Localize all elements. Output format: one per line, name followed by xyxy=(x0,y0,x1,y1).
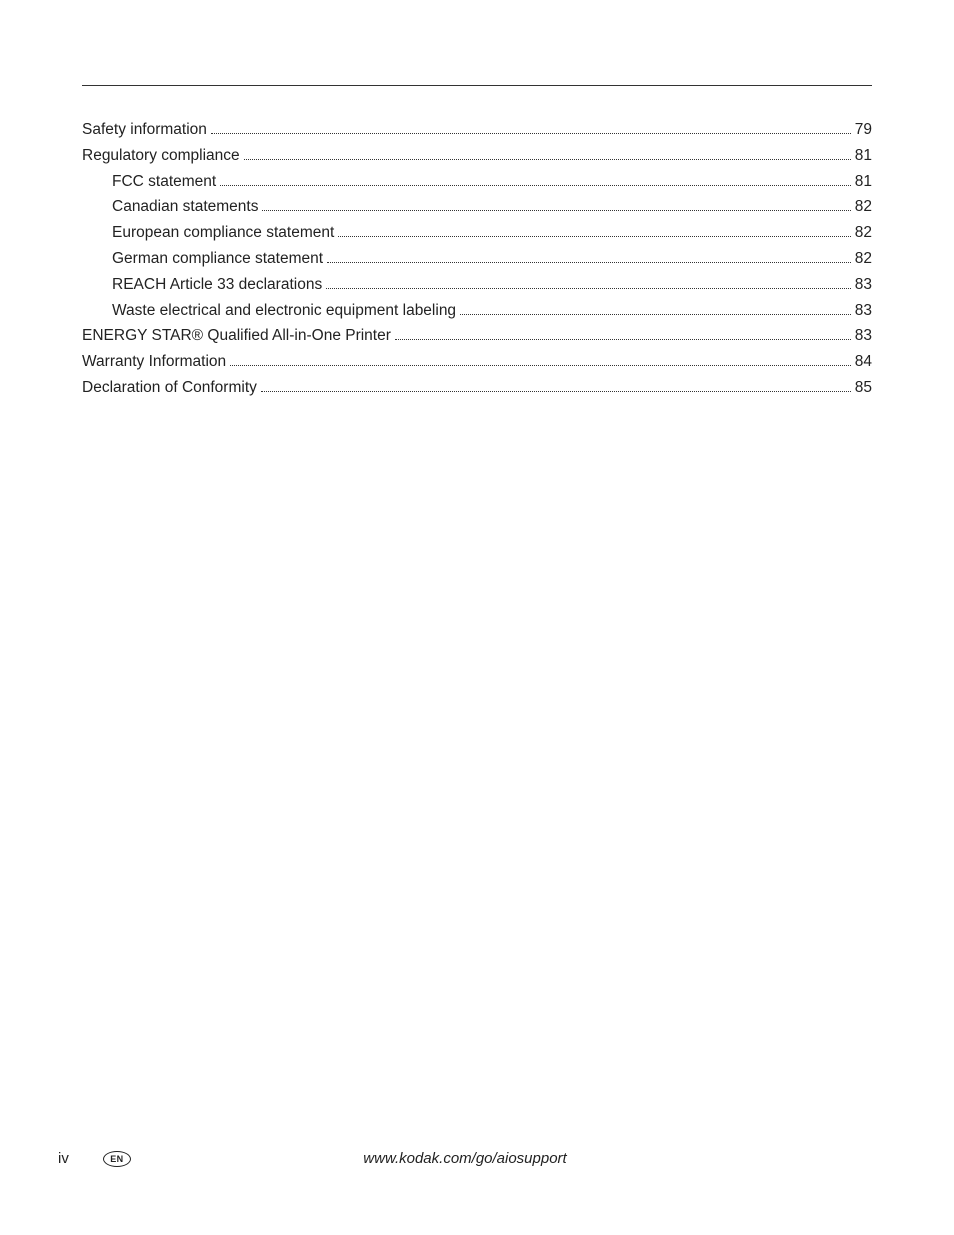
toc-label: Waste electrical and electronic equipmen… xyxy=(112,299,456,324)
toc-entry: FCC statement 81 xyxy=(82,170,872,195)
toc-entry: German compliance statement 82 xyxy=(82,247,872,272)
toc-leader-dots xyxy=(230,365,851,366)
toc-entry: Regulatory compliance 81 xyxy=(82,144,872,169)
toc-entry: Warranty Information 84 xyxy=(82,350,872,375)
toc-page-number: 82 xyxy=(855,195,872,220)
toc-leader-dots xyxy=(244,159,851,160)
header-rule xyxy=(82,85,872,86)
toc-leader-dots xyxy=(211,133,851,134)
toc-entry: Declaration of Conformity 85 xyxy=(82,376,872,401)
toc-label: German compliance statement xyxy=(112,247,323,272)
toc-page-number: 81 xyxy=(855,144,872,169)
toc-leader-dots xyxy=(327,262,851,263)
toc-leader-dots xyxy=(326,288,851,289)
toc-label: Safety information xyxy=(82,118,207,143)
toc-leader-dots xyxy=(395,339,851,340)
toc-label: REACH Article 33 declarations xyxy=(112,273,322,298)
toc-entry: Safety information 79 xyxy=(82,118,872,143)
page-number: iv xyxy=(58,1150,69,1167)
toc-leader-dots xyxy=(262,210,850,211)
toc-entry: European compliance statement 82 xyxy=(82,221,872,246)
toc-page-number: 83 xyxy=(855,273,872,298)
toc-page-number: 85 xyxy=(855,376,872,401)
toc-page-number: 79 xyxy=(855,118,872,143)
language-badge: EN xyxy=(103,1151,131,1167)
toc-page-number: 83 xyxy=(855,324,872,349)
footer-url: www.kodak.com/go/aiosupport xyxy=(363,1150,566,1167)
toc-label: FCC statement xyxy=(112,170,216,195)
toc-label: Canadian statements xyxy=(112,195,258,220)
toc-label: Regulatory compliance xyxy=(82,144,240,169)
toc-label: European compliance statement xyxy=(112,221,334,246)
toc-page-number: 83 xyxy=(855,299,872,324)
toc-label: Warranty Information xyxy=(82,350,226,375)
toc-label: Declaration of Conformity xyxy=(82,376,257,401)
toc-page-number: 82 xyxy=(855,247,872,272)
toc-page-number: 82 xyxy=(855,221,872,246)
toc-leader-dots xyxy=(338,236,850,237)
toc-entry: ENERGY STAR® Qualified All-in-One Printe… xyxy=(82,324,872,349)
toc-entry: Waste electrical and electronic equipmen… xyxy=(82,299,872,324)
toc-entry: REACH Article 33 declarations 83 xyxy=(82,273,872,298)
toc-leader-dots xyxy=(220,185,851,186)
toc-entry: Canadian statements 82 xyxy=(82,195,872,220)
toc-page-number: 84 xyxy=(855,350,872,375)
toc-label: ENERGY STAR® Qualified All-in-One Printe… xyxy=(82,324,391,349)
page-footer: iv EN www.kodak.com/go/aiosupport xyxy=(58,1150,872,1167)
toc-leader-dots xyxy=(460,314,851,315)
toc-page-number: 81 xyxy=(855,170,872,195)
table-of-contents: Safety information79Regulatory complianc… xyxy=(82,118,872,401)
toc-leader-dots xyxy=(261,391,851,392)
